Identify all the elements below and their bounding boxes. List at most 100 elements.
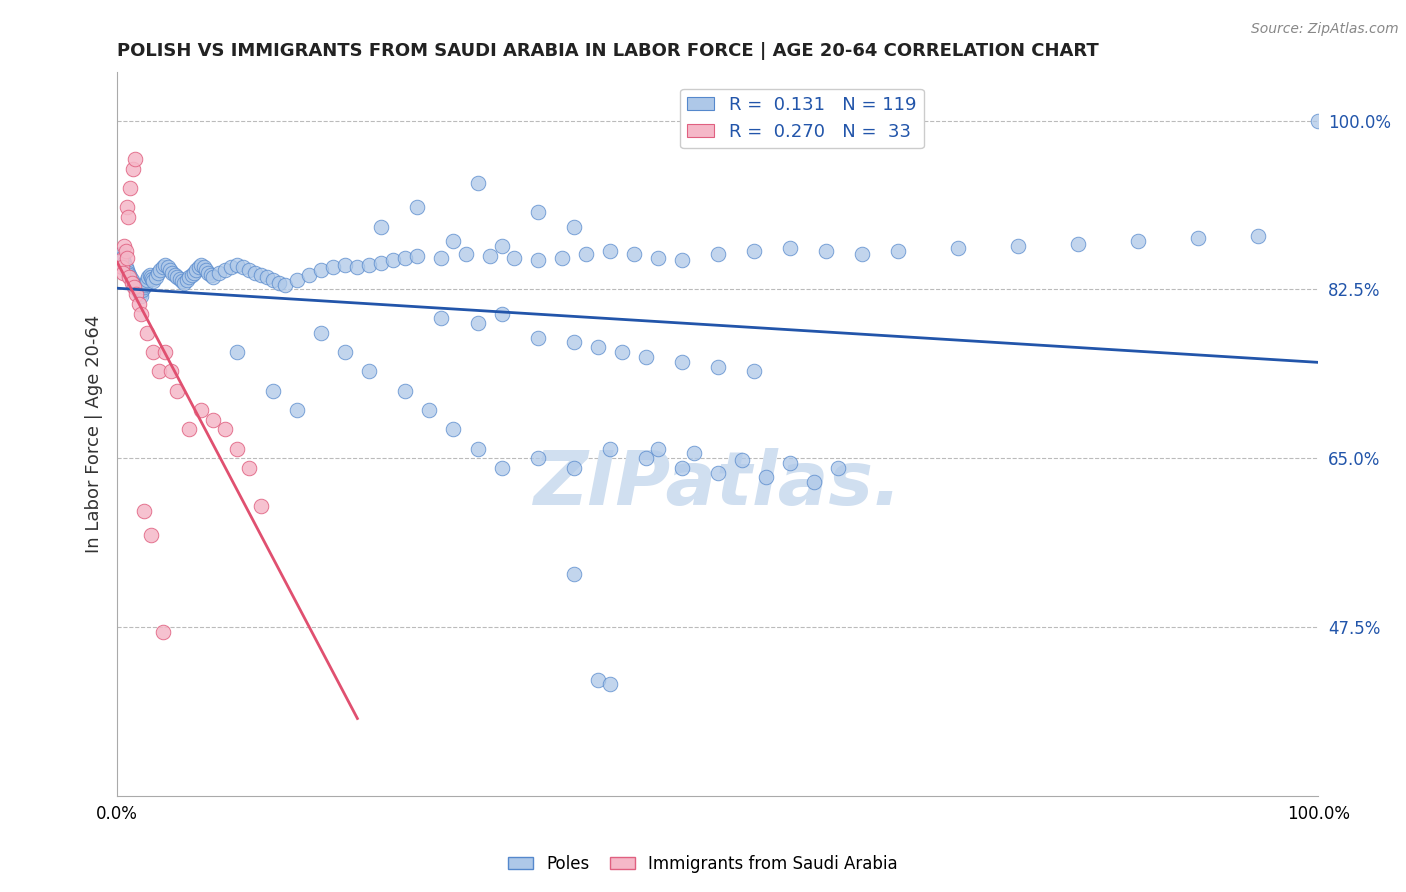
Text: Source: ZipAtlas.com: Source: ZipAtlas.com [1251, 22, 1399, 37]
Point [128, 285, 150, 300]
Point [586, 340, 609, 354]
Point [132, 504, 155, 518]
Point [114, 260, 136, 275]
Point [467, 316, 489, 330]
Point [285, 403, 308, 417]
Point [142, 345, 165, 359]
Point [238, 263, 260, 277]
Point [1126, 234, 1149, 248]
Point [112, 239, 135, 253]
Point [141, 272, 163, 286]
Point [346, 260, 368, 275]
Point [1187, 231, 1209, 245]
Point [671, 355, 693, 369]
Point [134, 277, 156, 292]
Point [562, 460, 585, 475]
Point [111, 251, 134, 265]
Point [394, 251, 416, 265]
Point [176, 273, 198, 287]
Point [122, 279, 145, 293]
Point [115, 201, 138, 215]
Point [814, 244, 837, 258]
Point [454, 246, 477, 260]
Point [179, 422, 201, 436]
Point [256, 269, 278, 284]
Point [129, 289, 152, 303]
Point [138, 269, 160, 284]
Point [238, 460, 260, 475]
Point [731, 453, 754, 467]
Point [382, 253, 405, 268]
Point [159, 263, 181, 277]
Point [562, 219, 585, 234]
Point [226, 442, 249, 456]
Point [599, 442, 621, 456]
Point [335, 258, 357, 272]
Point [443, 234, 465, 248]
Point [706, 246, 728, 260]
Point [1308, 113, 1330, 128]
Point [166, 384, 188, 398]
Point [634, 451, 657, 466]
Point [190, 258, 212, 272]
Point [682, 446, 704, 460]
Point [121, 161, 143, 176]
Point [742, 364, 765, 378]
Point [394, 384, 416, 398]
Point [250, 268, 273, 282]
Point [186, 263, 208, 277]
Point [124, 279, 146, 293]
Point [599, 677, 621, 691]
Point [169, 272, 191, 286]
Point [155, 258, 177, 272]
Text: POLISH VS IMMIGRANTS FROM SAUDI ARABIA IN LABOR FORCE | AGE 20-64 CORRELATION CH: POLISH VS IMMIGRANTS FROM SAUDI ARABIA I… [117, 42, 1099, 60]
Point [145, 269, 167, 284]
Point [112, 256, 135, 270]
Point [163, 268, 186, 282]
Point [110, 246, 132, 260]
Point [262, 273, 284, 287]
Point [202, 412, 225, 426]
Point [274, 277, 297, 292]
Point [755, 470, 778, 484]
Point [491, 306, 513, 320]
Point [851, 246, 873, 260]
Point [418, 403, 440, 417]
Point [298, 268, 321, 282]
Point [803, 475, 825, 490]
Point [193, 260, 215, 275]
Point [779, 241, 801, 255]
Point [406, 201, 429, 215]
Point [136, 326, 159, 340]
Point [124, 153, 146, 167]
Point [946, 241, 969, 255]
Point [128, 297, 150, 311]
Point [214, 263, 236, 277]
Point [127, 284, 149, 298]
Point [179, 269, 201, 284]
Point [1067, 237, 1090, 252]
Text: ZIPatlas.: ZIPatlas. [533, 448, 903, 521]
Point [562, 335, 585, 350]
Point [173, 276, 195, 290]
Point [575, 246, 598, 260]
Point [114, 244, 136, 258]
Point [156, 260, 179, 275]
Point [526, 253, 548, 268]
Point [370, 256, 392, 270]
Point [285, 273, 308, 287]
Point [245, 266, 267, 280]
Point [250, 500, 273, 514]
Point [120, 181, 142, 195]
Point [129, 287, 152, 301]
Point [125, 287, 148, 301]
Point [202, 269, 225, 284]
Point [322, 260, 344, 275]
Point [129, 306, 152, 320]
Point [121, 273, 143, 287]
Point [359, 364, 381, 378]
Point [262, 384, 284, 398]
Point [221, 260, 243, 275]
Point [706, 359, 728, 374]
Point [335, 345, 357, 359]
